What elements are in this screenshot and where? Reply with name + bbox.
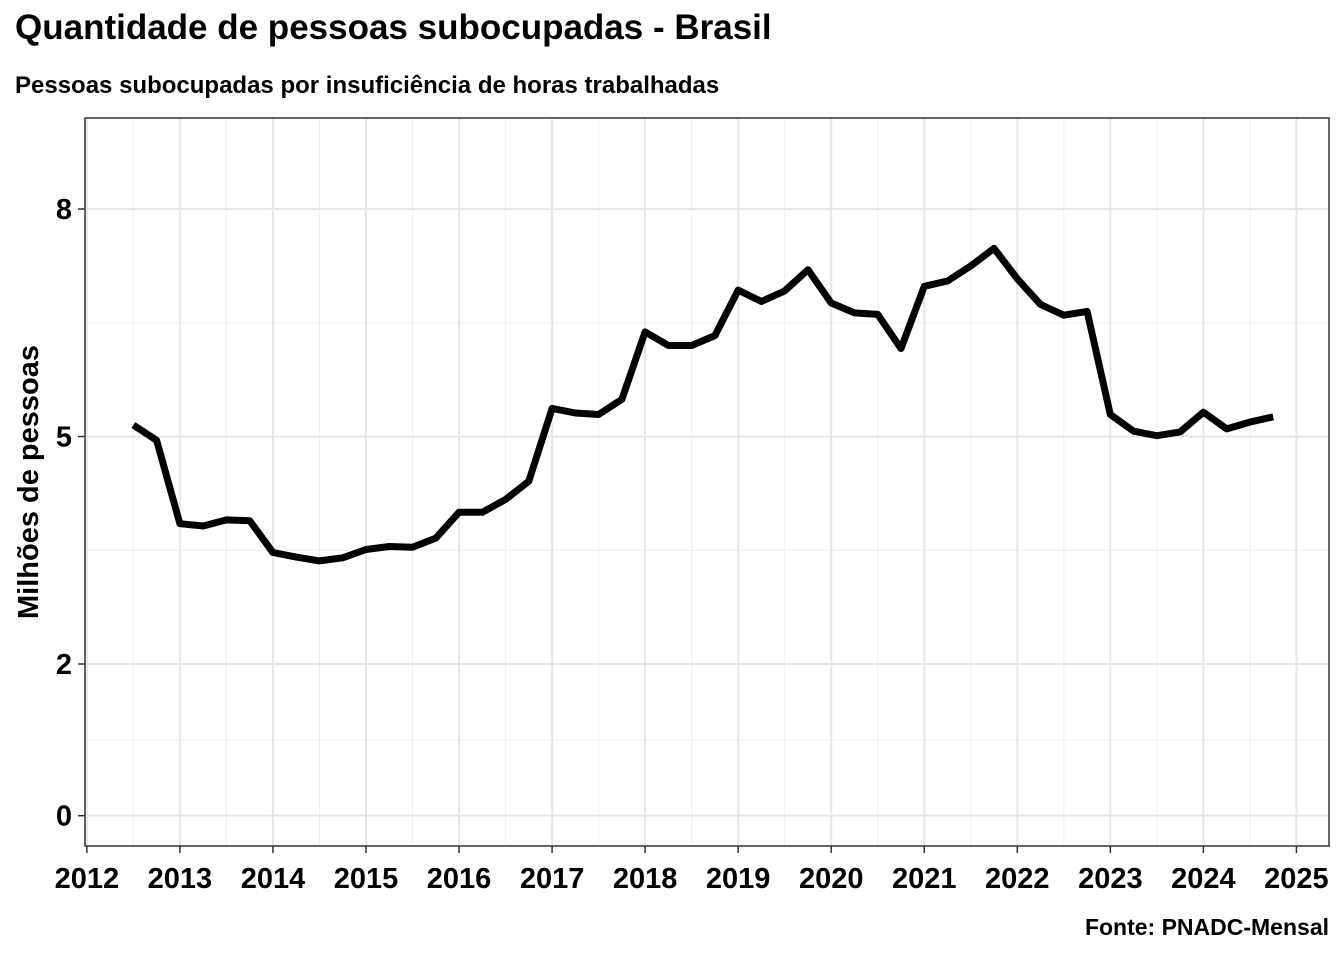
x-tick-label: 2020 <box>799 863 864 895</box>
x-tick-label: 2012 <box>55 863 120 895</box>
x-tick-label: 2016 <box>427 863 492 895</box>
x-tick-label: 2025 <box>1264 863 1329 895</box>
x-tick-label: 2014 <box>241 863 306 895</box>
y-axis-title: Milhões de pessoas <box>13 345 45 619</box>
y-tick-label: 0 <box>56 801 72 833</box>
x-tick-label: 2015 <box>334 863 399 895</box>
x-tick-label: 2024 <box>1171 863 1236 895</box>
y-tick-label: 2 <box>56 649 72 681</box>
chart-subtitle: Pessoas subocupadas por insuficiência de… <box>15 72 720 99</box>
x-tick-label: 2018 <box>613 863 678 895</box>
x-tick-label: 2021 <box>892 863 957 895</box>
x-tick-label: 2022 <box>985 863 1050 895</box>
x-tick-label: 2019 <box>706 863 771 895</box>
minor-gridlines <box>85 118 1329 846</box>
y-tick-label: 8 <box>56 194 72 226</box>
panel-border <box>84 117 1330 847</box>
x-tick-label: 2013 <box>148 863 213 895</box>
chart-title: Quantidade de pessoas subocupadas - Bras… <box>15 8 772 47</box>
plot-panel <box>85 118 1329 846</box>
series-line <box>131 244 1274 565</box>
x-tick-label: 2017 <box>520 863 585 895</box>
y-tick-label: 5 <box>56 422 72 454</box>
x-axis: 2012 2013 2014 2015 2016 2017 2018 2019 2020 2021… <box>55 846 1329 895</box>
major-gridlines <box>85 118 1329 846</box>
x-tick-label: 2023 <box>1078 863 1143 895</box>
y-axis: 0 2 5 8 <box>56 194 85 833</box>
source-caption: Fonte: PNADC-Mensal <box>1084 914 1329 940</box>
